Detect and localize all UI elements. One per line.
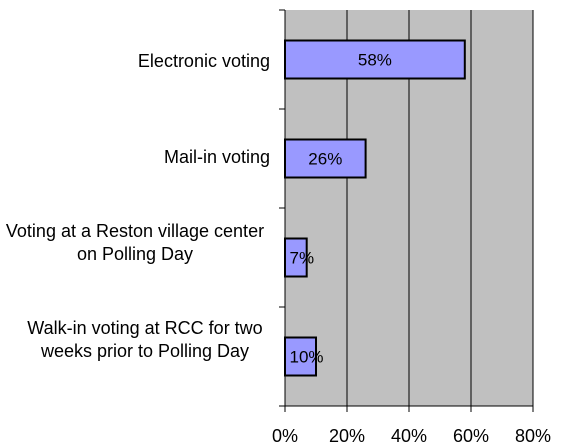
category-label: Electronic voting bbox=[137, 51, 270, 71]
category-label: Voting at a Reston village center on Pol… bbox=[5, 221, 265, 264]
data-label: 26% bbox=[308, 150, 342, 169]
bar bbox=[284, 138, 367, 179]
bar bbox=[284, 39, 466, 80]
bar bbox=[284, 237, 308, 278]
bar bbox=[284, 336, 317, 377]
data-label: 10% bbox=[289, 348, 323, 367]
category-label: Walk-in voting at RCC for two weeks prio… bbox=[27, 318, 263, 361]
data-label: 7% bbox=[290, 249, 315, 268]
x-tick-label: 0% bbox=[272, 426, 298, 446]
category-label: Mail-in voting bbox=[163, 147, 270, 167]
data-label: 58% bbox=[358, 51, 392, 70]
x-tick-label: 60% bbox=[453, 426, 489, 446]
x-tick-label: 40% bbox=[391, 426, 427, 446]
x-tick-label: 80% bbox=[515, 426, 551, 446]
x-tick-label: 20% bbox=[329, 426, 365, 446]
